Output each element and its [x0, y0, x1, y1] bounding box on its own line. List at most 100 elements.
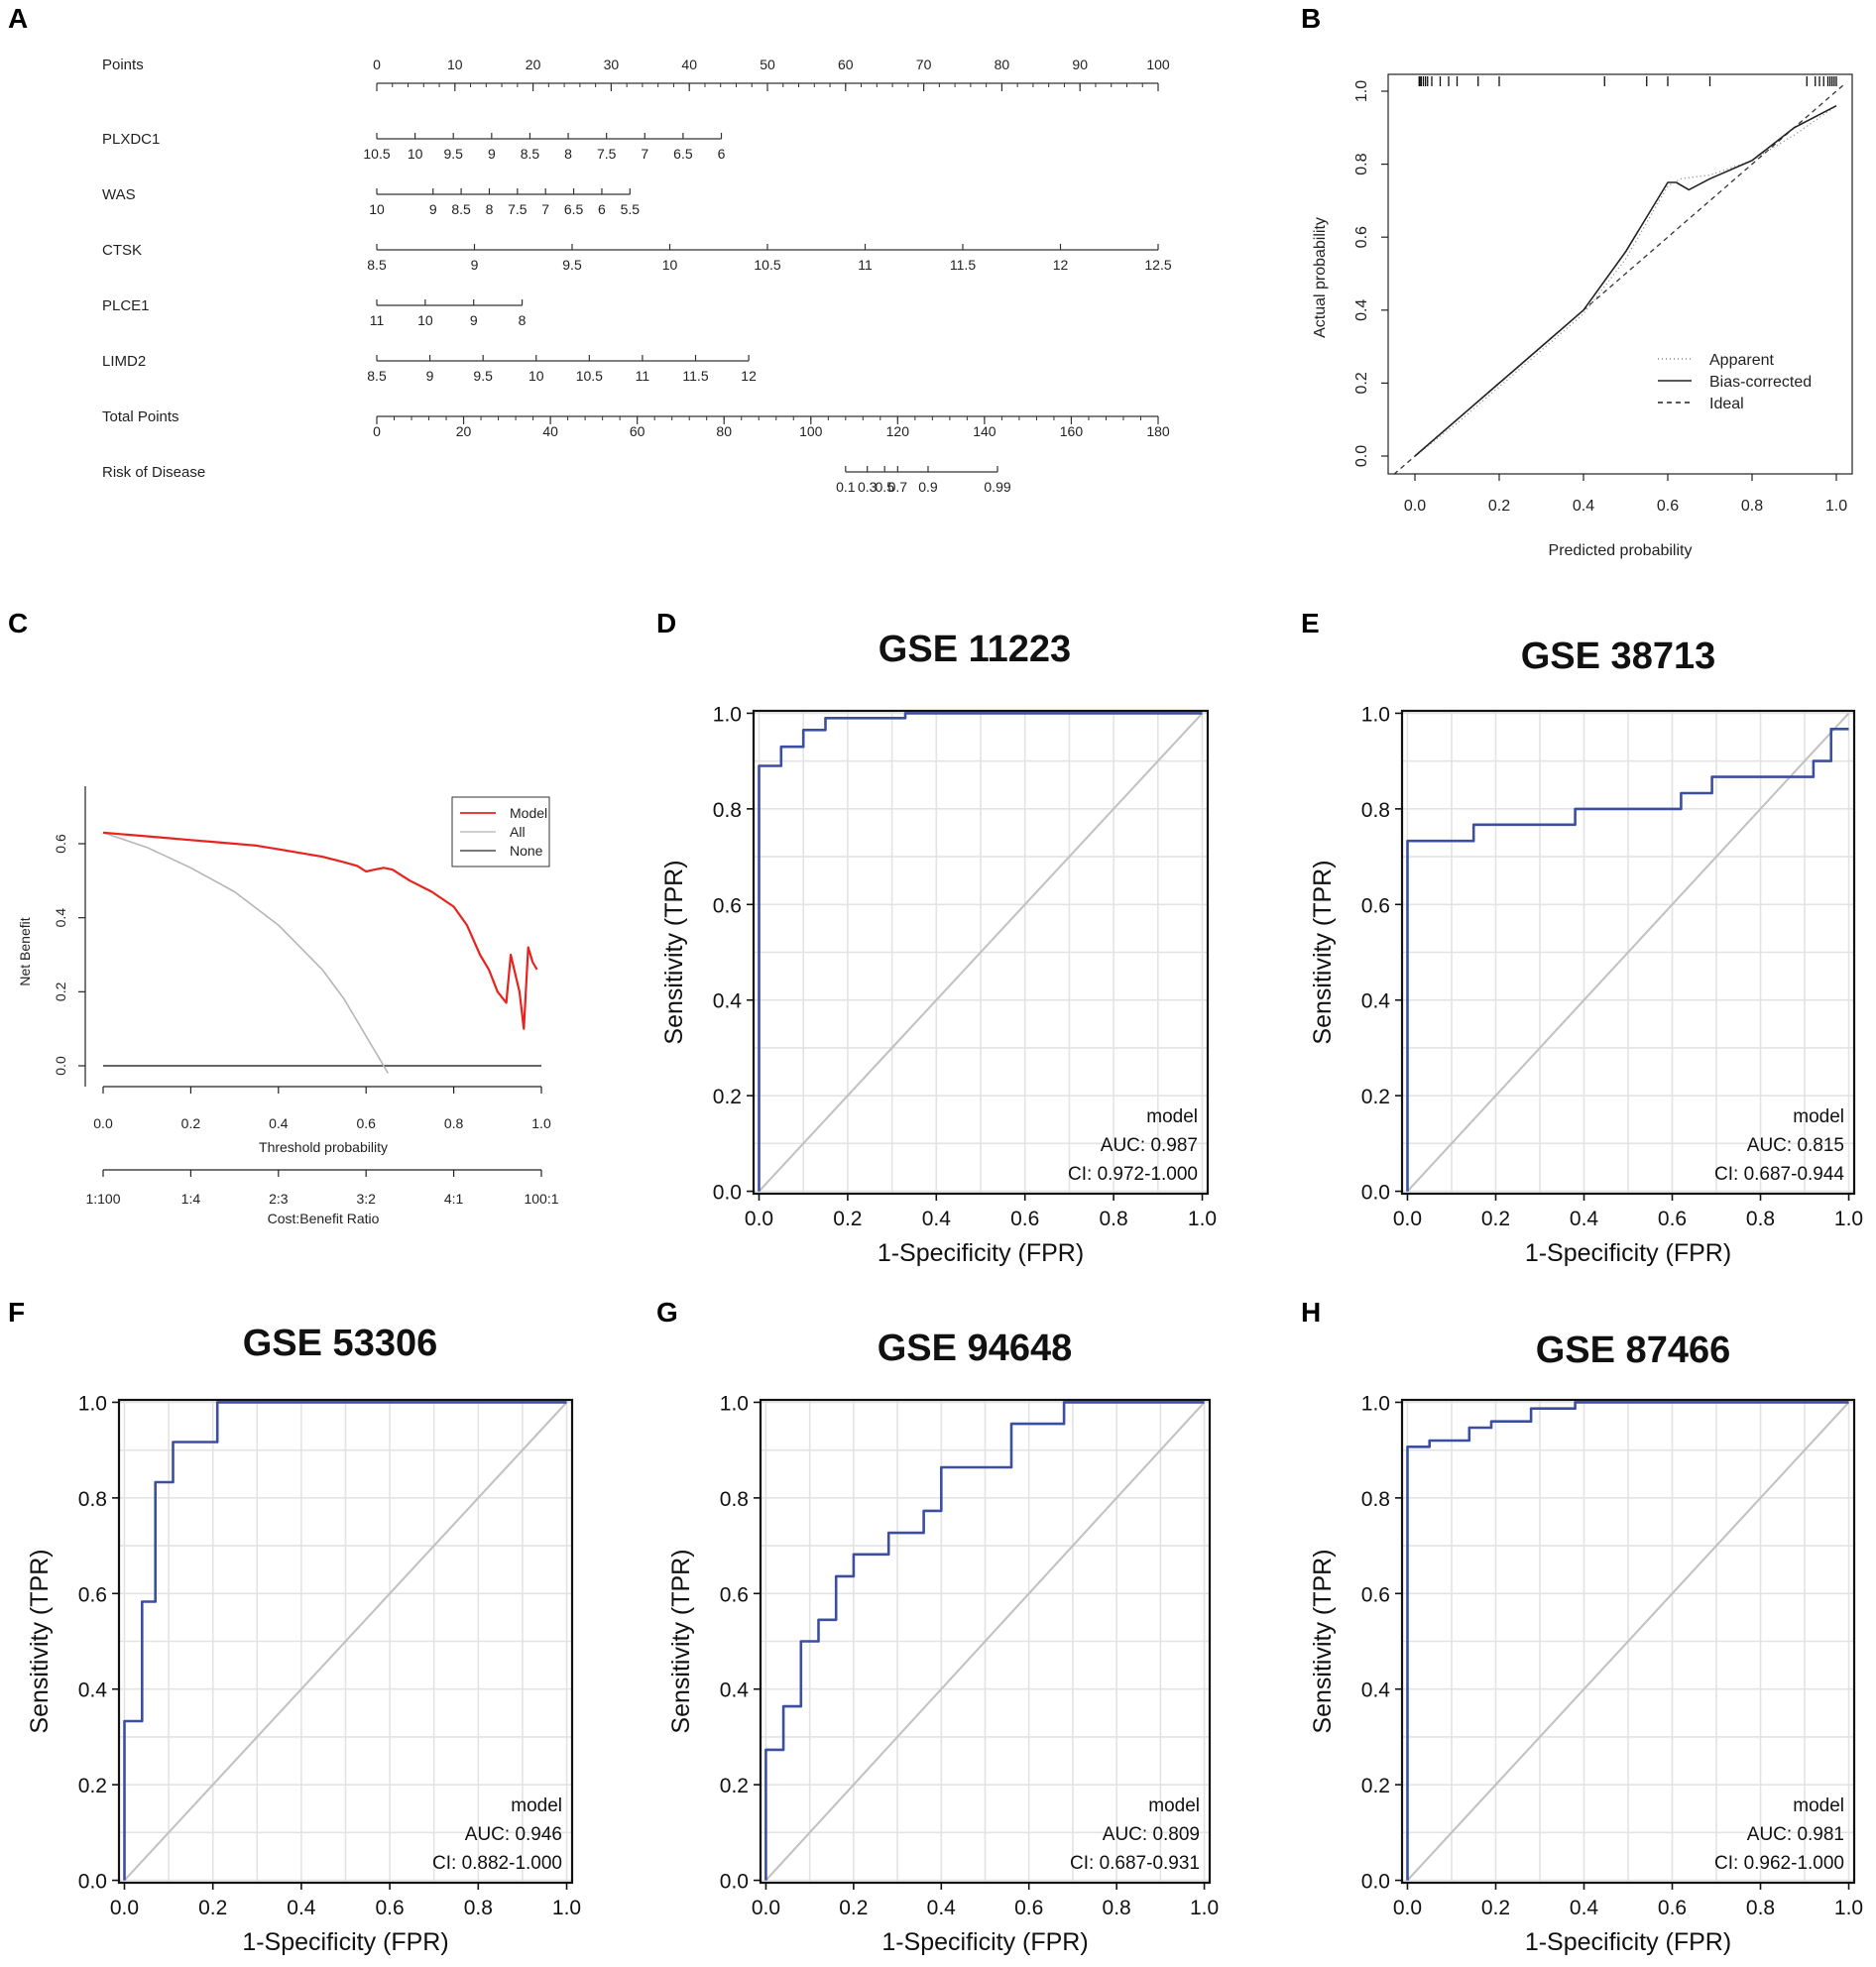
x-tick-label: 1.0 [1834, 1897, 1863, 1919]
cost-benefit-tick-label: 100:1 [524, 1191, 558, 1207]
nomogram-tick-label: 0 [373, 57, 381, 72]
x-tick-label: 1.0 [1825, 498, 1847, 515]
chance-diagonal [758, 712, 1204, 1193]
nomogram-tick-label: 40 [542, 423, 558, 439]
nomogram-tick-label: 90 [1072, 57, 1088, 72]
y-tick-label: 1.0 [1361, 703, 1390, 726]
roc-title: GSE 38713 [1521, 636, 1715, 677]
nomogram-row-label: PLXDC1 [102, 131, 160, 148]
auc-label: AUC: 0.981 [1747, 1824, 1844, 1845]
nomogram-tick-label: 8.5 [451, 201, 471, 217]
y-tick-label: 0.0 [1353, 445, 1370, 467]
x-tick-label: 0.8 [1103, 1897, 1131, 1919]
x-tick-label: 0.8 [464, 1897, 493, 1919]
legend: Model All None [451, 796, 550, 868]
y-axis-label: Sensitivity (TPR) [660, 860, 688, 1044]
x-tick-label: 0.4 [922, 1208, 952, 1230]
y-tick-label: 0.6 [78, 1583, 107, 1606]
y-tick-label: 0.2 [720, 1775, 749, 1797]
auc-label: AUC: 0.815 [1747, 1135, 1844, 1156]
y-tick-label: 0.0 [713, 1182, 742, 1205]
x-tick-label: 0.4 [1573, 498, 1594, 515]
legend-label: None [510, 843, 543, 859]
nomogram-tick-label: 60 [838, 57, 854, 72]
y-tick-label: 0.2 [1353, 372, 1370, 394]
x-tick-label: 0.0 [752, 1897, 780, 1919]
panel-label-a: A [8, 3, 28, 34]
chance-diagonal [1406, 712, 1850, 1193]
x-tick-label: 0.2 [833, 1208, 862, 1230]
y-tick-label: 0.6 [1361, 894, 1390, 917]
y-tick-label: 0.2 [1361, 1775, 1390, 1797]
y-tick-label: 0.4 [720, 1679, 750, 1702]
nomogram-tick-label: 7.5 [597, 146, 617, 162]
nomogram-tick-label: 9 [426, 368, 434, 384]
y-tick-label: 0.6 [1361, 1583, 1390, 1606]
y-tick-label: 0.2 [53, 982, 68, 1001]
legend-label: Bias-corrected [1709, 374, 1812, 391]
cost-benefit-tick-label: 1:100 [85, 1191, 120, 1207]
y-tick-label: 1.0 [713, 703, 742, 726]
x-tick-label: 0.0 [1393, 1208, 1422, 1230]
x-axis-label: 1-Specificity (FPR) [1525, 1928, 1731, 1956]
cost-benefit-tick-label: 1:4 [181, 1191, 201, 1207]
nomogram-row-total-points: Total Points 0 20 40 60 80 100 120 140 160 180 [102, 408, 1170, 439]
roc-curve [1406, 727, 1849, 1192]
nomogram-tick-label: 10 [417, 312, 433, 328]
nomogram-row-plce1: PLCE1 11 10 9 8 [102, 297, 527, 328]
x-tick-label: 0.8 [1746, 1897, 1775, 1919]
nomogram-tick-label: 100 [799, 423, 823, 439]
model-line [102, 831, 538, 1030]
roc-plot-g: 0.0 0.2 0.4 0.6 0.8 1.0 0.0 0.2 0.4 0.6 0.8 1.0 GSE … [667, 1328, 1219, 1956]
nomogram-tick-label: 10.5 [576, 368, 603, 384]
nomogram-tick-label: 9.5 [562, 257, 582, 273]
roc-plot-e: 0.0 0.2 0.4 0.6 0.8 1.0 0.0 0.2 0.4 0.6 0.8 1.0 GSE … [1309, 636, 1863, 1267]
nomogram-tick-label: 11 [370, 312, 385, 328]
y-tick-label: 0.8 [1361, 799, 1390, 822]
roc-title: GSE 53306 [243, 1323, 437, 1364]
nomogram-tick-label: 10.5 [754, 257, 780, 273]
legend-label: Model [510, 805, 547, 821]
nomogram-tick-label: 0 [373, 423, 381, 439]
y-axis-label: Sensitivity (TPR) [26, 1549, 54, 1733]
nomogram-row-label: LIMD2 [102, 353, 146, 370]
roc-plot-d: 0.0 0.2 0.4 0.6 0.8 1.0 0.0 0.2 0.4 0.6 0.8 1.0 GSE … [660, 629, 1217, 1267]
nomogram-tick-label: 10 [662, 257, 678, 273]
nomogram-tick-label: 7 [541, 201, 549, 217]
x-axis-label: Predicted probability [1549, 542, 1693, 559]
y-tick-label: 0.4 [713, 990, 743, 1013]
roc-title: GSE 87466 [1536, 1330, 1730, 1371]
nomogram-tick-label: 80 [995, 57, 1010, 72]
nomogram-tick-label: 70 [916, 57, 932, 72]
nomogram-tick-label: 11.5 [682, 368, 708, 384]
nomogram-tick-label: 10.5 [363, 146, 390, 162]
nomogram-tick-label: 9 [429, 201, 437, 217]
y-tick-label: 1.0 [720, 1392, 749, 1415]
legend-label: Apparent [1709, 352, 1774, 369]
cost-benefit-tick-label: 4:1 [444, 1191, 464, 1207]
roc-curve [764, 1401, 1205, 1881]
x-axis-label: Threshold probability [259, 1139, 388, 1155]
nomogram-row-was: WAS 10 9 8.5 8 7.5 7 6.5 6 5.5 [102, 186, 640, 217]
y-tick-label: 0.0 [1361, 1871, 1390, 1894]
roc-title: GSE 11223 [879, 629, 1071, 670]
nomogram-tick-label: 10 [369, 201, 385, 217]
y-tick-label: 0.2 [78, 1775, 107, 1797]
ci-label: CI: 0.687-0.944 [1714, 1164, 1844, 1185]
nomogram-row-label: Total Points [102, 408, 179, 425]
y-tick-label: 1.0 [78, 1392, 107, 1415]
nomogram-tick-label: 6.5 [564, 201, 584, 217]
plot-frame [1387, 73, 1853, 475]
x-tick-label: 0.4 [269, 1115, 289, 1131]
nomogram-tick-label: 60 [630, 423, 645, 439]
apparent-line [1414, 105, 1837, 457]
y-tick-label: 0.8 [1353, 153, 1370, 174]
x-tick-label: 0.0 [1393, 1897, 1422, 1919]
panel-label-e: E [1301, 608, 1320, 638]
plot-frame [117, 1398, 574, 1885]
ci-label: CI: 0.962-1.000 [1714, 1853, 1844, 1874]
x-tick-label: 0.2 [181, 1115, 201, 1131]
nomogram-tick-label: 10 [408, 146, 423, 162]
y-tick-label: 0.0 [720, 1871, 749, 1894]
